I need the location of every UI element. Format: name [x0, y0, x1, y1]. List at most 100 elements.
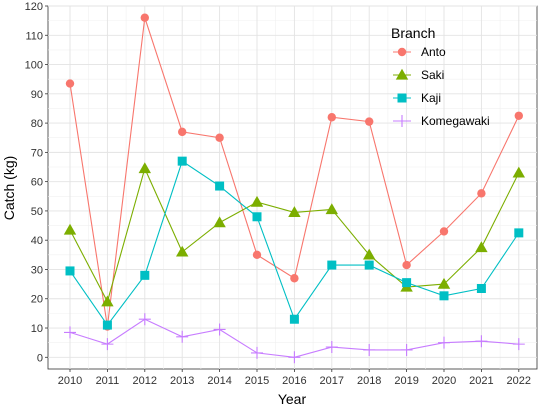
axes: 0 10 20 30 40 50 60 70 80 90 100 110 120 2010 2011 2012…: [25, 1, 531, 387]
data-point: [364, 260, 374, 270]
data-point: [288, 351, 301, 364]
data-point: [477, 189, 486, 198]
x-tick-label: 2010: [58, 375, 82, 387]
series-layer: [63, 13, 525, 364]
data-point: [213, 216, 226, 228]
legend-title: Branch: [391, 25, 435, 41]
data-point: [65, 79, 75, 88]
y-tick-label: 20: [31, 294, 43, 306]
legend-key-marker: [397, 47, 407, 57]
data-point: [439, 227, 449, 236]
data-point: [215, 133, 224, 142]
y-tick-label: 70: [31, 147, 43, 159]
data-point: [65, 266, 75, 276]
data-point: [176, 330, 189, 343]
x-axis-title: Year: [278, 391, 307, 407]
x-tick-label: 2018: [357, 375, 381, 387]
data-point: [402, 260, 411, 270]
legend-key-marker: [397, 93, 407, 103]
y-tick-label: 10: [31, 323, 43, 335]
x-tick-label: 2021: [469, 375, 493, 387]
data-point: [514, 228, 524, 238]
data-point: [140, 13, 149, 22]
data-point: [438, 336, 450, 349]
data-point: [363, 248, 376, 260]
x-tick-label: 2022: [507, 375, 531, 387]
legend-label: Komegawaki: [421, 114, 490, 128]
x-tick-label: 2019: [394, 375, 418, 387]
y-tick-label: 60: [31, 177, 43, 189]
data-point: [178, 127, 187, 137]
data-point: [101, 295, 114, 307]
data-point: [250, 195, 264, 207]
x-tick-label: 2012: [133, 375, 157, 387]
data-point: [437, 277, 451, 289]
data-point: [63, 223, 77, 235]
legend-item: Anto: [393, 45, 446, 59]
data-point: [251, 346, 263, 359]
data-point: [288, 206, 301, 218]
data-point: [252, 250, 262, 260]
legend-key-marker: [396, 115, 408, 127]
x-tick-label: 2014: [207, 375, 231, 387]
data-point: [402, 278, 412, 288]
data-point: [176, 245, 189, 257]
x-tick-label: 2015: [245, 375, 269, 387]
data-point: [325, 203, 338, 215]
y-axis-title: Catch (kg): [1, 156, 17, 221]
x-tick-label: 2020: [432, 375, 456, 387]
data-point: [177, 156, 187, 166]
data-point: [290, 274, 299, 283]
data-point: [363, 343, 376, 356]
data-point: [252, 212, 262, 222]
data-point: [512, 338, 525, 351]
data-point: [102, 320, 112, 330]
data-point: [138, 313, 151, 326]
data-point: [289, 314, 299, 324]
data-point: [64, 326, 76, 339]
y-tick-label: 30: [31, 264, 43, 276]
x-tick-label: 2016: [282, 375, 306, 387]
data-point: [327, 113, 336, 122]
y-tick-label: 110: [25, 30, 43, 42]
y-tick-label: 0: [37, 352, 43, 364]
data-point: [439, 291, 449, 301]
x-tick-label: 2013: [170, 375, 194, 387]
data-point: [514, 111, 523, 120]
series-anto: [65, 13, 523, 331]
legend-label: Kaji: [421, 91, 441, 105]
data-point: [213, 323, 226, 336]
y-tick-label: 50: [31, 206, 43, 218]
legend-item: Saki: [393, 68, 444, 82]
data-point: [475, 241, 488, 253]
data-point: [325, 341, 338, 354]
data-point: [138, 162, 151, 174]
y-tick-label: 100: [25, 60, 43, 72]
y-tick-label: 120: [25, 1, 43, 13]
x-tick-label: 2011: [96, 375, 120, 387]
data-point: [327, 260, 337, 270]
data-point: [140, 270, 150, 280]
data-point: [475, 335, 488, 348]
plot-panel: [47, 5, 538, 370]
data-point: [101, 338, 114, 351]
y-tick-label: 90: [31, 89, 43, 101]
data-point: [476, 283, 486, 293]
legend-item: Kaji: [393, 91, 441, 105]
series-komegawaki: [64, 313, 525, 364]
data-point: [512, 166, 525, 178]
data-point: [215, 181, 225, 191]
series-saki: [63, 162, 525, 307]
y-tick-label: 80: [31, 118, 43, 130]
legend-label: Anto: [421, 45, 446, 59]
legend-key-marker: [395, 68, 409, 80]
y-tick-label: 40: [31, 235, 43, 247]
data-point: [365, 117, 374, 126]
legend-item: Komegawaki: [393, 114, 490, 128]
legend-label: Saki: [421, 68, 444, 82]
legend: Branch Anto Saki Kaji Komegawaki: [391, 25, 490, 128]
series-kaji: [65, 156, 524, 330]
data-point: [400, 343, 413, 356]
